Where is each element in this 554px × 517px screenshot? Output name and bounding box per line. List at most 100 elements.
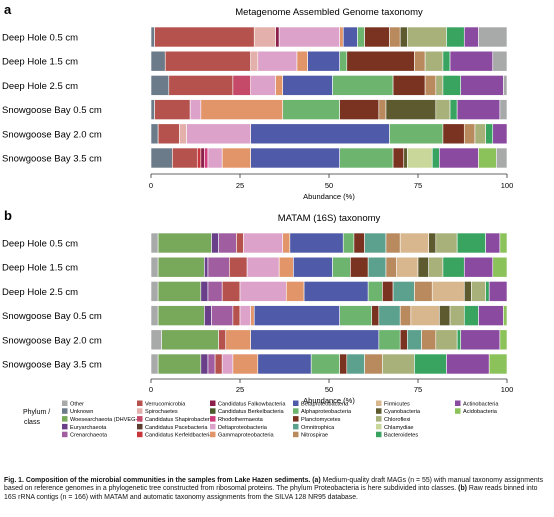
bar-segment: [332, 75, 394, 96]
caption-lead: Composition of the microbial communities…: [25, 477, 311, 484]
bar-segment: [385, 232, 401, 254]
row-label: Snowgoose Bay 2.0 cm: [2, 335, 102, 346]
caption-panel-b-text: Raw reads binned into 16S rRNA contigs (…: [4, 485, 538, 501]
bar-segment: [196, 147, 202, 169]
bar-segment: [446, 26, 465, 48]
bar-segment: [364, 232, 387, 254]
bar-segment: [186, 123, 251, 145]
bar-segment: [339, 99, 380, 120]
bar-segment: [396, 256, 419, 278]
legend-label: Spirochaetes: [145, 409, 178, 415]
bar-segment: [157, 281, 202, 302]
caption-panel-a-label: (a): [312, 477, 321, 484]
bar-segment: [367, 281, 383, 302]
bar-segment: [157, 256, 205, 278]
bar-segment: [150, 305, 159, 326]
bar-segment: [157, 353, 202, 375]
legend-label: Woesearchaeota (DHVEG-6): [70, 417, 142, 423]
legend-swatch: [210, 431, 216, 438]
x-tick-label: 75: [414, 181, 422, 190]
legend-label: Cyanobacteria: [384, 409, 421, 415]
x-tick-label: 75: [414, 385, 422, 394]
bar-segment: [157, 232, 212, 254]
bar-segment: [439, 305, 451, 326]
x-tick-label: 25: [236, 181, 244, 190]
bar-segment: [204, 305, 212, 326]
bar-segment: [332, 256, 351, 278]
bar-segment: [172, 147, 198, 169]
bar-segment: [403, 147, 408, 169]
bar-segment: [250, 75, 276, 96]
bar-segment: [364, 26, 390, 48]
bar-segment: [253, 26, 276, 48]
bar-segment: [307, 50, 340, 72]
chart-title-a: Metagenome Assembled Genome taxonomy: [235, 7, 423, 18]
bar-segment: [310, 353, 340, 375]
bar-segment: [399, 232, 429, 254]
legend-label: Crenarchaeota: [70, 433, 108, 439]
row-label: Deep Hole 2.5 cm: [2, 287, 78, 298]
legend-label: Omnitrophica: [301, 425, 335, 431]
bar-segment: [424, 50, 444, 72]
bar-segment: [392, 281, 415, 302]
legend-label: Deltaproteobacteria: [218, 425, 268, 431]
bar-segment: [207, 147, 223, 169]
legend-title-line1: Phylum /: [23, 409, 50, 416]
bar-segment: [296, 50, 308, 72]
bar-segment: [278, 256, 294, 278]
legend-label: Gammaproteobacteria: [218, 433, 275, 439]
bar-segment: [460, 329, 501, 351]
legend-label: Nitrospirae: [301, 433, 328, 439]
bar-segment: [154, 99, 191, 120]
bar-segment: [456, 329, 462, 351]
bar-segment: [435, 75, 444, 96]
bar-segment: [168, 75, 234, 96]
legend-label: Chlamydiae: [384, 425, 414, 431]
bar-segment: [378, 329, 401, 351]
bar-segment: [218, 329, 227, 351]
bar-segment: [232, 305, 241, 326]
legend-swatch: [376, 400, 382, 406]
bar-segment: [364, 353, 383, 375]
bar-segment: [478, 305, 504, 326]
legend-label: Chloroflexi: [384, 417, 410, 423]
legend-label: Candidatus Kerfeldbacteria: [145, 433, 213, 439]
bar-segment: [371, 305, 380, 326]
bar-segment: [257, 50, 298, 72]
legend-swatch: [455, 400, 461, 406]
bar-segment: [471, 281, 486, 302]
bar-segment: [225, 329, 251, 351]
bar-segment: [229, 256, 248, 278]
legend-label: Firmicutes: [384, 401, 410, 407]
bar-segment: [499, 99, 508, 120]
bar-segment: [435, 329, 458, 351]
bar-segment: [243, 232, 284, 254]
legend-label: Bacteroidetes: [384, 433, 418, 439]
legend-swatch: [62, 423, 68, 430]
bar-segment: [385, 256, 397, 278]
bar-segment: [157, 305, 205, 326]
figure-canvas: a Metagenome Assembled Genome taxonomy Dee…: [2, 2, 513, 439]
row-label: Deep Hole 0.5 cm: [2, 239, 78, 250]
bar-segment: [339, 50, 348, 72]
x-axis-label: Abundance (%): [303, 192, 355, 201]
bar-segment: [488, 281, 508, 302]
bar-segment: [389, 123, 444, 145]
bar-segment: [150, 75, 170, 96]
bar-segment: [463, 26, 479, 48]
bar-segment: [282, 75, 333, 96]
legend-label: Euryarchaeota: [70, 425, 107, 431]
bar-segment: [378, 305, 401, 326]
bar-segment: [278, 26, 340, 48]
caption-panel-a-text: Medium-quality draft MAGs (n = 55) with …: [4, 477, 544, 493]
bar-segment: [150, 329, 162, 351]
bar-segment: [285, 281, 305, 302]
bar-segment: [456, 232, 486, 254]
bar-segment: [424, 75, 437, 96]
legend-label: Betaproteobacteria: [301, 401, 349, 407]
bar-segment: [150, 353, 159, 375]
bar-segment: [164, 50, 251, 72]
caption-fig-label: Fig. 1.: [4, 477, 24, 484]
legend-swatch: [210, 400, 216, 406]
bar-segment: [474, 123, 486, 145]
